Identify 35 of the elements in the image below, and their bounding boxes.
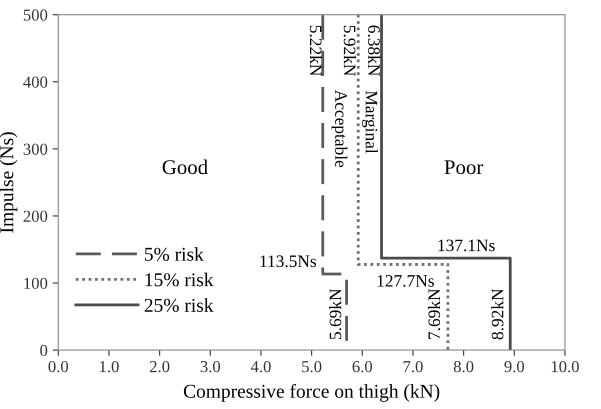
annotation: 5.22kN	[310, 26, 322, 76]
annotation: 137.1Ns	[438, 240, 495, 252]
y-tick-label: 400	[23, 76, 48, 88]
y-axis-title: Impulse (Ns)	[0, 132, 18, 233]
annotation: 5.92kN	[344, 26, 356, 76]
x-tick-label: 1.0	[100, 361, 119, 372]
y-tick-label: 300	[24, 144, 48, 155]
x-tick-label: 5.0	[302, 361, 322, 372]
x-tick-label: 4.0	[250, 361, 271, 372]
x-tick-label: 8.0	[454, 361, 474, 372]
annotation: Good	[162, 160, 208, 174]
annotation: 127.7Ns	[378, 275, 434, 287]
x-tick-label: 3.0	[200, 361, 220, 372]
x-axis-title: Compressive force on thigh (kN)	[184, 384, 440, 402]
annotation: 6.38kN	[368, 26, 380, 76]
annotation: 8.92kN	[491, 288, 504, 340]
y-tick-label: 200	[24, 210, 48, 222]
x-tick-label: 7.0	[404, 361, 423, 372]
x-tick-label: 0.0	[48, 361, 68, 372]
x-tick-label: 6.0	[352, 361, 372, 372]
annotation: Poor	[444, 160, 484, 174]
annotation: 113.5Ns	[260, 255, 316, 268]
y-tick-label: 500	[24, 9, 48, 21]
annotation: 5.69kN	[329, 288, 342, 340]
x-tick-label: 10.0	[552, 361, 579, 372]
annotation: Marginal	[362, 90, 378, 154]
y-tick-label: 100	[24, 278, 48, 289]
annotation: 7.69kN	[428, 288, 440, 339]
legend-label: 15% risk	[146, 272, 214, 286]
annotation: Acceptable	[332, 90, 348, 168]
x-tick-label: 2.0	[150, 361, 170, 372]
legend-label: 25% risk	[144, 298, 214, 312]
legend-label: 5% risk	[144, 247, 204, 261]
x-tick-label: 9.0	[504, 361, 524, 372]
y-tick-label: 0	[40, 344, 48, 356]
